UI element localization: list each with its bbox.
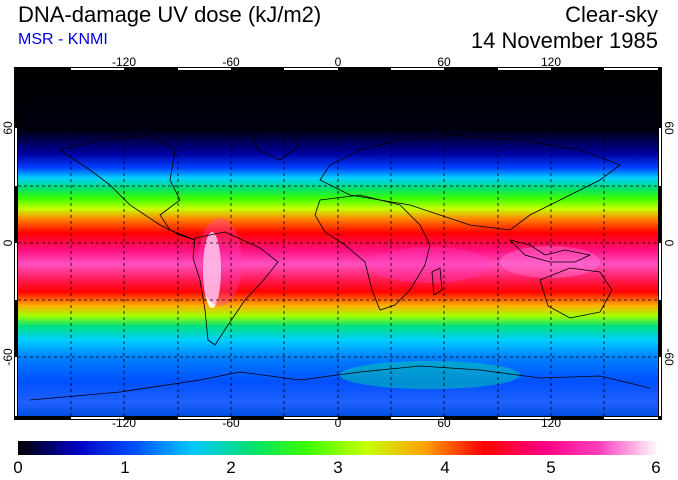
colorbar-label: 3 — [333, 458, 343, 477]
top-lon-label: 60 — [437, 55, 451, 69]
map-title: DNA-damage UV dose (kJ/m2) — [18, 2, 322, 27]
sky-condition-label: Clear-sky — [565, 2, 658, 27]
madagascar-coast — [431, 267, 443, 296]
map-date: 14 November 1985 — [470, 28, 658, 53]
top-lon-label: -60 — [222, 55, 240, 69]
colorbar-label: 0 — [13, 458, 23, 477]
bottom-lon-label: 0 — [335, 416, 342, 430]
graticule — [18, 71, 658, 416]
colorbar-label: 5 — [546, 458, 556, 477]
europe-asia-coast — [319, 134, 621, 231]
africa-hotspot — [370, 247, 490, 283]
bottom-lon-label: 120 — [541, 416, 561, 430]
right-lat-label: 0 — [662, 240, 676, 247]
bottom-lon-label: 60 — [437, 416, 451, 430]
left-lat-label: 60 — [1, 121, 15, 135]
indonesia-coast — [508, 239, 592, 263]
colorbar-label: 1 — [120, 458, 130, 477]
colorbar — [18, 441, 658, 455]
africa-coast — [314, 194, 431, 311]
andes-hotspot — [203, 232, 221, 308]
uv-field — [18, 71, 658, 416]
coastlines — [29, 127, 651, 401]
left-lat-label: 0 — [1, 239, 15, 246]
top-lon-label: -120 — [112, 55, 136, 69]
top-lon-label: 0 — [335, 55, 342, 69]
colorbar-label: 6 — [651, 458, 661, 477]
colorbar-label: 2 — [226, 458, 236, 477]
data-source-label: MSR - KNMI — [18, 31, 108, 48]
right-lat-label: -60 — [662, 348, 676, 366]
left-lat-label: -60 — [1, 348, 15, 366]
uv-dose-map: -120 -60 0 60 120 -120 -60 0 60 120 60 0… — [1, 55, 676, 430]
australia-coast — [539, 267, 613, 319]
north-america-coast — [59, 134, 196, 241]
bottom-lon-label: -60 — [222, 416, 240, 430]
antarctic-band — [340, 361, 520, 389]
antarctica-coast — [29, 365, 651, 401]
top-lon-label: 120 — [541, 55, 561, 69]
map-frame — [14, 67, 662, 420]
south-america-hotspot — [198, 218, 242, 306]
south-america-coast — [192, 231, 279, 346]
bottom-lon-label: -120 — [112, 416, 136, 430]
right-lat-label: 60 — [662, 121, 676, 135]
colorbar-label: 4 — [440, 458, 450, 477]
